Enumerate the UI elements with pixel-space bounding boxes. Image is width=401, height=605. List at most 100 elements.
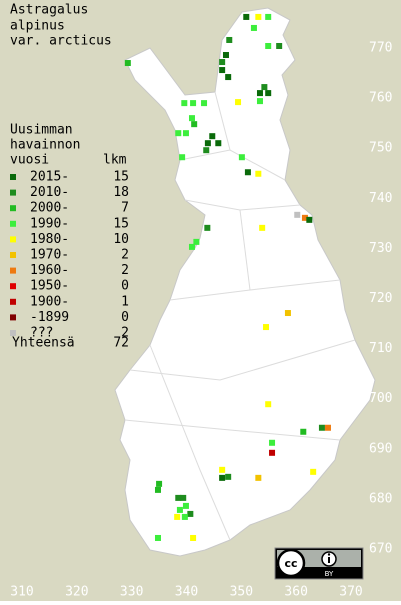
occurrence	[180, 494, 187, 501]
y-tick-label: 750	[369, 141, 392, 156]
y-tick-label: 770	[369, 41, 392, 56]
legend-label: 1950-	[30, 279, 69, 294]
legend-swatch	[10, 314, 16, 321]
occurrence	[265, 42, 272, 49]
occurrence	[222, 52, 229, 59]
occurrence	[259, 224, 266, 231]
occurrence	[301, 214, 308, 221]
occurrence	[255, 170, 262, 177]
occurrence	[190, 534, 197, 541]
occurrence	[276, 42, 283, 49]
legend-label: 1980-	[30, 232, 69, 247]
occurrence	[156, 480, 163, 487]
x-tick-label: 340	[175, 585, 198, 600]
legend-label: -1899	[30, 310, 69, 325]
occurrence	[219, 59, 226, 66]
occurrence	[310, 468, 317, 475]
legend-swatch	[10, 283, 16, 290]
legend-count-header: lkm	[103, 153, 127, 168]
legend-header: vuosi	[10, 153, 49, 168]
occurrence	[203, 147, 210, 154]
occurrence	[265, 90, 272, 97]
occurrence	[191, 121, 198, 128]
legend-label: 1900-	[30, 294, 69, 309]
occurrence	[255, 13, 262, 20]
occurrence	[225, 473, 232, 480]
occurrence	[256, 90, 263, 97]
occurrence	[175, 130, 182, 137]
occurrence	[300, 428, 307, 435]
legend-label: 2015-	[30, 170, 69, 185]
legend-label: 1960-	[30, 263, 69, 278]
legend-swatch	[10, 267, 16, 274]
occurrence	[256, 98, 263, 105]
occurrence	[188, 243, 195, 250]
legend-header: havainnon	[10, 138, 80, 153]
occurrence	[188, 115, 195, 122]
total-label: Yhteensä	[12, 336, 75, 351]
legend: Astragalus alpinus var. arcticus Uusimma…	[10, 3, 129, 351]
y-tick-label: 710	[369, 341, 392, 356]
cc-icon-text: cc	[284, 557, 297, 570]
license-text: BY	[325, 570, 334, 578]
legend-count: 2	[121, 248, 129, 263]
occurrence	[219, 474, 226, 481]
legend-label: 1990-	[30, 216, 69, 231]
title-line: var. arcticus	[10, 34, 112, 49]
total-value: 72	[113, 336, 129, 351]
occurrence	[226, 36, 233, 43]
legend-count: 18	[113, 185, 129, 200]
x-tick-label: 350	[230, 585, 253, 600]
occurrence	[193, 238, 200, 245]
occurrence	[124, 60, 131, 67]
occurrence	[181, 513, 188, 520]
occurrence	[225, 74, 232, 81]
legend-count: 10	[113, 232, 129, 247]
legend-swatch	[10, 205, 16, 212]
occurrence	[174, 513, 181, 520]
occurrence	[182, 130, 189, 137]
y-tick-label: 680	[369, 491, 392, 506]
x-tick-label: 330	[120, 585, 143, 600]
occurrence	[324, 424, 331, 431]
legend-label: 1970-	[30, 248, 69, 263]
y-tick-label: 720	[369, 291, 392, 306]
y-tick-label: 730	[369, 241, 392, 256]
x-tick-label: 370	[339, 585, 362, 600]
legend-count: 0	[121, 310, 129, 325]
legend-count: 15	[113, 216, 129, 231]
y-tick-label: 760	[369, 91, 392, 106]
occurrence	[244, 169, 251, 176]
occurrence	[263, 324, 270, 331]
legend-count: 1	[121, 294, 129, 309]
occurrences	[124, 13, 331, 541]
legend-swatch	[10, 189, 16, 196]
occurrence	[235, 99, 242, 106]
legend-count: 2	[121, 263, 129, 278]
occurrence	[204, 140, 211, 147]
occurrence	[154, 486, 161, 493]
title-line: alpinus	[10, 19, 65, 34]
occurrence	[179, 154, 186, 161]
occurrence	[182, 502, 189, 509]
legend-swatch	[10, 220, 16, 227]
occurrence	[269, 449, 276, 456]
y-tick-label: 700	[369, 391, 392, 406]
occurrence	[284, 310, 291, 317]
occurrence	[243, 13, 250, 20]
occurrence	[201, 100, 208, 107]
license-badge: cc BY	[274, 547, 364, 580]
occurrence	[238, 154, 245, 161]
region-borders	[124, 91, 356, 541]
occurrence	[255, 474, 262, 481]
occurrence	[318, 424, 325, 431]
occurrence	[250, 24, 257, 31]
occurrence	[209, 133, 216, 140]
legend-label: ???	[30, 326, 53, 341]
occurrence	[306, 216, 313, 223]
occurrence	[181, 100, 188, 107]
x-tick-label: 310	[10, 585, 33, 600]
by-icon-head	[327, 553, 331, 556]
y-tick-label: 690	[369, 441, 392, 456]
